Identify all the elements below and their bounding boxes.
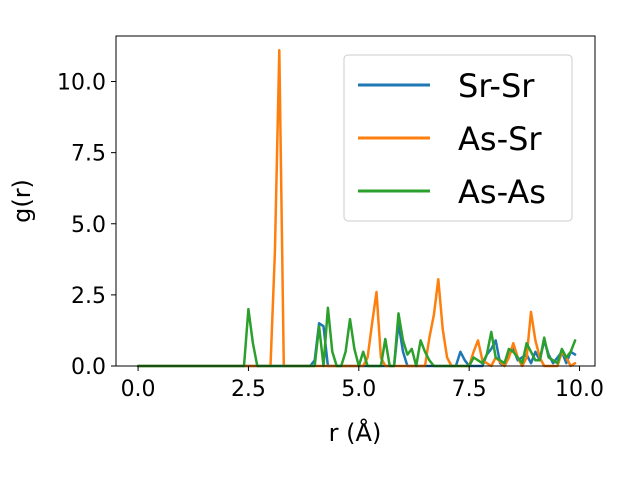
y-tick-label: 10.0 [57,71,106,96]
legend-label-as-sr: As-Sr [458,120,542,158]
y-tick-label: 2.5 [71,284,106,309]
y-tick-label: 0.0 [71,355,106,380]
legend: Sr-Sr As-Sr As-As [343,54,573,222]
y-axis: 0.0 2.5 5.0 7.5 10.0 [57,71,116,380]
x-axis-label: r (Å) [329,418,382,447]
y-tick-label: 7.5 [71,142,106,167]
plot-frame [115,35,596,367]
y-tick-label: 5.0 [71,213,106,238]
y-axis-label: g(r) [8,179,36,223]
legend-box [343,54,573,222]
series-line-as-sr [136,48,577,368]
x-tick-label: 10.0 [555,377,604,402]
x-tick-label: 0.0 [121,377,156,402]
series-line-as-as [136,306,577,368]
x-tick-label: 7.5 [452,377,487,402]
legend-label-sr-sr: Sr-Sr [458,67,535,105]
x-axis: 0.0 2.5 5.0 7.5 10.0 [121,366,604,402]
x-tick-label: 2.5 [231,377,266,402]
legend-label-as-as: As-As [458,173,546,211]
x-tick-label: 5.0 [341,377,376,402]
